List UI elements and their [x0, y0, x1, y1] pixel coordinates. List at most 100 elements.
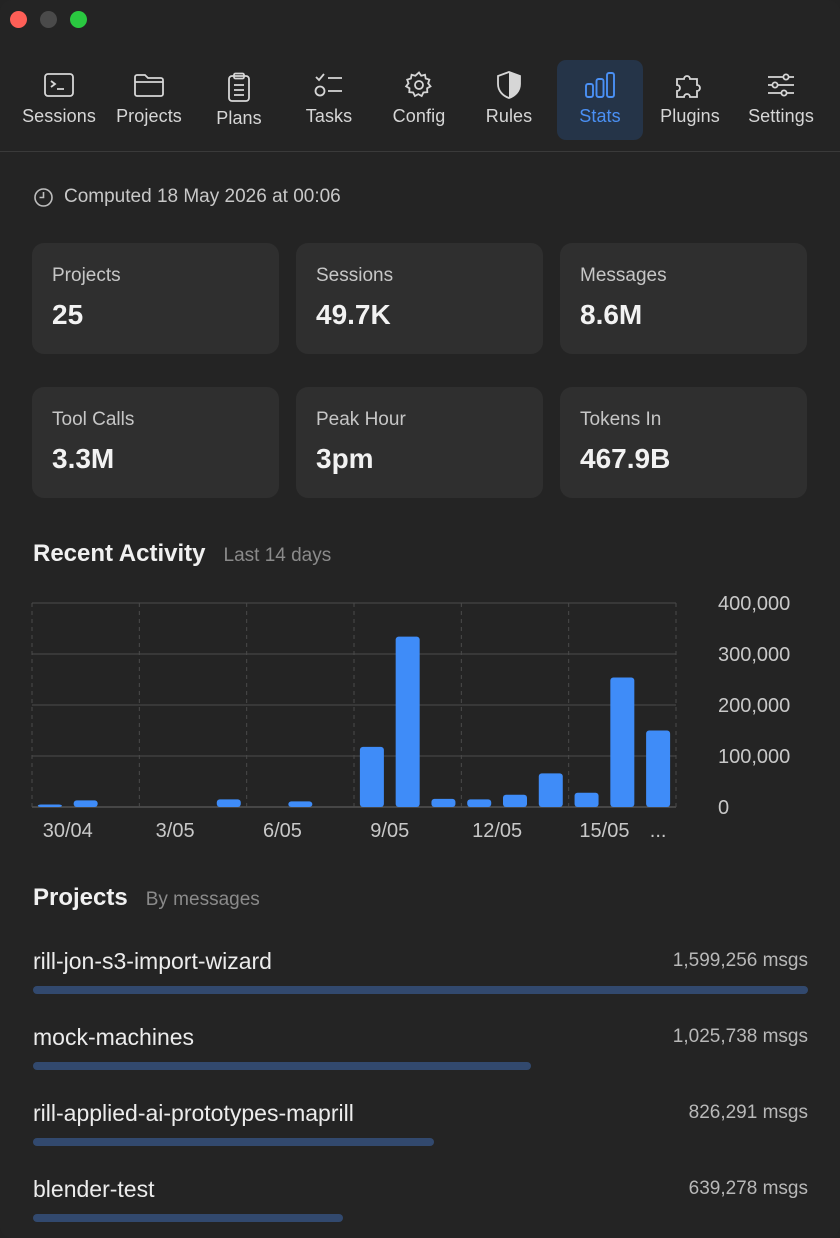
activity-bar[interactable]: [395, 636, 420, 807]
project-message-count: 1,025,738 msgs: [672, 1026, 808, 1047]
stat-label: Sessions: [316, 265, 394, 286]
tab-label: Settings: [748, 106, 814, 126]
tab-tasks[interactable]: Tasks: [296, 60, 362, 140]
shield-icon: [497, 71, 521, 99]
section-title: Recent Activity: [33, 540, 206, 567]
x-tick-label: 30/04: [43, 820, 93, 842]
stat-value: 49.7K: [316, 299, 391, 330]
project-message-count: 1,599,256 msgs: [672, 950, 808, 971]
folder-icon: [134, 74, 164, 97]
stat-value: 3pm: [316, 443, 374, 474]
stat-card-peak-hour: Peak Hour 3pm: [296, 387, 543, 498]
project-name: rill-jon-s3-import-wizard: [33, 948, 272, 974]
recent-activity-header: Recent Activity Last 14 days: [33, 540, 331, 568]
activity-bar[interactable]: [646, 730, 671, 808]
project-message-count: 826,291 msgs: [688, 1102, 808, 1123]
bar-chart-icon: [585, 72, 615, 98]
project-name: mock-machines: [33, 1024, 195, 1050]
tab-label: Rules: [485, 106, 533, 126]
tab-label: Sessions: [22, 106, 96, 126]
gear-icon: [404, 71, 432, 98]
activity-bar[interactable]: [359, 746, 384, 807]
section-title: Projects: [33, 884, 128, 911]
stat-label: Tool Calls: [52, 409, 135, 430]
y-tick-label: 400,000: [718, 593, 790, 615]
computed-text: Computed 18 May 2026 at 00:06: [64, 186, 341, 207]
toolbar: Sessions Projects Plans Tasks Config Rul…: [0, 56, 840, 152]
project-name: blender-test: [33, 1176, 155, 1202]
project-row[interactable]: mock-machines 1,025,738 msgs: [33, 1024, 808, 1084]
tab-label: Tasks: [305, 106, 353, 126]
project-bar: [33, 1138, 434, 1146]
stat-card-sessions: Sessions 49.7K: [296, 243, 543, 354]
project-bar: [33, 986, 808, 994]
clipboard-icon: [228, 72, 250, 102]
tab-label: Config: [392, 106, 446, 126]
sliders-icon: [768, 73, 794, 97]
tab-stats[interactable]: Stats: [557, 60, 643, 140]
tab-config[interactable]: Config: [386, 60, 452, 140]
computed-timestamp: Computed 18 May 2026 at 00:06: [33, 186, 341, 208]
stat-card-messages: Messages 8.6M: [560, 243, 807, 354]
project-row[interactable]: rill-jon-s3-import-wizard 1,599,256 msgs: [33, 948, 808, 1008]
activity-bar[interactable]: [216, 799, 241, 807]
terminal-icon: [44, 73, 74, 97]
tab-settings[interactable]: Settings: [740, 60, 822, 140]
tab-label: Projects: [116, 106, 182, 126]
activity-chart: 400,000 300,000 200,000 100,000 0 30/04 3/05 6/…: [31, 593, 790, 842]
activity-bar[interactable]: [503, 794, 527, 807]
y-tick-label: 0: [718, 797, 729, 819]
project-name: rill-applied-ai-prototypes-maprill: [33, 1100, 354, 1126]
close-window-button[interactable]: [10, 11, 27, 28]
y-tick-label: 300,000: [718, 644, 790, 666]
project-row[interactable]: rill-applied-ai-prototypes-maprill 826,2…: [33, 1100, 808, 1160]
stat-label: Peak Hour: [316, 409, 406, 430]
activity-bar[interactable]: [73, 800, 98, 807]
activity-bar[interactable]: [574, 792, 599, 807]
activity-bar[interactable]: [431, 798, 456, 807]
tab-plans[interactable]: Plans: [206, 60, 272, 140]
tab-label: Stats: [579, 106, 621, 126]
tab-plugins[interactable]: Plugins: [652, 60, 728, 140]
puzzle-icon: [676, 75, 701, 98]
tab-label: Plans: [216, 108, 262, 128]
project-bar: [33, 1062, 531, 1070]
section-subtitle: By messages: [145, 889, 260, 910]
section-subtitle: Last 14 days: [223, 545, 332, 566]
clock-icon: [34, 187, 53, 207]
tab-sessions[interactable]: Sessions: [16, 60, 102, 140]
activity-bar[interactable]: [37, 804, 62, 807]
x-tick-label: 9/05: [370, 820, 409, 842]
stat-card-tool-calls: Tool Calls 3.3M: [32, 387, 279, 498]
activity-bar[interactable]: [467, 799, 492, 807]
project-row[interactable]: blender-test 639,278 msgs: [33, 1176, 808, 1236]
zoom-window-button[interactable]: [70, 11, 87, 28]
title-bar: [0, 0, 840, 40]
tab-rules[interactable]: Rules: [476, 60, 542, 140]
y-tick-label: 100,000: [718, 746, 790, 768]
x-tick-label: 12/05: [472, 820, 522, 842]
stat-label: Tokens In: [580, 409, 662, 430]
x-tick-label: 3/05: [156, 820, 195, 842]
stat-value: 8.6M: [580, 299, 643, 330]
stat-value: 25: [52, 299, 84, 330]
x-tick-label: 15/05: [579, 820, 629, 842]
x-tick-label: ...: [650, 820, 667, 842]
activity-bar[interactable]: [288, 801, 313, 807]
projects-header: Projects By messages: [33, 884, 260, 912]
y-tick-label: 200,000: [718, 695, 790, 717]
activity-bar[interactable]: [610, 677, 635, 807]
stat-value: 467.9B: [580, 443, 671, 474]
stat-value: 3.3M: [52, 443, 115, 474]
project-message-count: 639,278 msgs: [688, 1178, 808, 1199]
project-bar: [33, 1214, 343, 1222]
tab-label: Plugins: [660, 106, 720, 126]
tab-projects[interactable]: Projects: [108, 60, 190, 140]
stat-card-tokens-in: Tokens In 467.9B: [560, 387, 807, 498]
stat-card-projects: Projects 25: [32, 243, 279, 354]
stat-label: Messages: [580, 265, 667, 286]
x-tick-label: 6/05: [263, 820, 302, 842]
activity-bar[interactable]: [538, 773, 563, 807]
minimize-window-button[interactable]: [40, 11, 57, 28]
